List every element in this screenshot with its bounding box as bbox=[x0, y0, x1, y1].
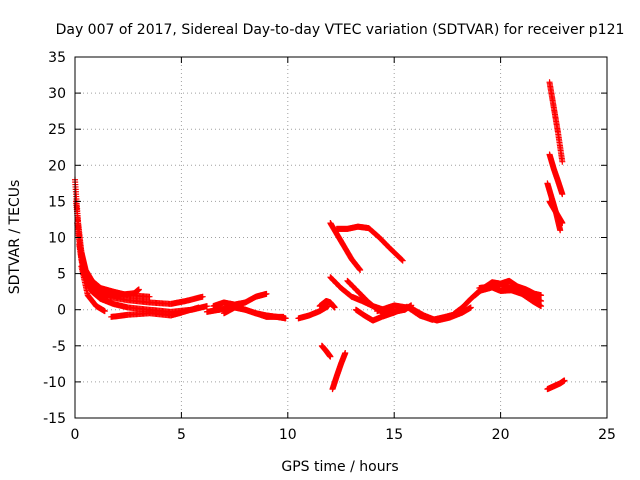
tick-labels: 0 5 10 15 20 25 -15 -10 -5 0 5 10 15 20 25 30 35 bbox=[43, 50, 616, 443]
x-tick-label: 0 bbox=[71, 427, 80, 443]
x-tick-label: 10 bbox=[279, 427, 297, 443]
y-tick-label: 5 bbox=[57, 267, 66, 283]
y-tick-label: 25 bbox=[48, 122, 66, 138]
series-arc-24 bbox=[546, 151, 566, 198]
data-point bbox=[263, 290, 270, 297]
y-tick-label: 30 bbox=[48, 86, 66, 102]
data-point bbox=[538, 303, 545, 310]
data-point bbox=[561, 377, 568, 384]
data-point bbox=[342, 350, 349, 357]
series-arc-9 bbox=[220, 304, 289, 322]
y-tick-label: -5 bbox=[52, 339, 66, 355]
series-arc-5 bbox=[78, 263, 108, 315]
series-arc-18 bbox=[318, 342, 334, 360]
series-arc-17 bbox=[374, 302, 474, 324]
data-point bbox=[467, 304, 474, 311]
y-tick-label: 10 bbox=[48, 231, 66, 247]
data-point bbox=[327, 353, 334, 360]
axis-ticks bbox=[74, 56, 608, 419]
data-point bbox=[357, 266, 364, 273]
data-point bbox=[199, 293, 206, 300]
y-tick-label: -15 bbox=[43, 411, 66, 427]
series-arc-10 bbox=[295, 303, 332, 322]
series-arc-19 bbox=[329, 350, 349, 393]
data-point bbox=[146, 293, 153, 300]
data-point bbox=[399, 257, 406, 264]
data-point bbox=[559, 220, 566, 227]
y-tick-label: 35 bbox=[48, 50, 66, 66]
data-point bbox=[203, 303, 210, 310]
x-tick-label: 20 bbox=[492, 427, 510, 443]
data-marks bbox=[72, 79, 568, 393]
series-arc-22 bbox=[476, 283, 545, 310]
y-tick-label: 15 bbox=[48, 194, 66, 210]
series-arc-11 bbox=[316, 298, 338, 311]
data-point bbox=[282, 315, 289, 322]
y-tick-label: -10 bbox=[43, 375, 66, 391]
y-tick-label: 20 bbox=[48, 158, 66, 174]
x-tick-label: 15 bbox=[385, 427, 403, 443]
y-tick-label: 0 bbox=[57, 303, 66, 319]
x-axis-label: GPS time / hours bbox=[281, 459, 398, 475]
x-tick-label: 25 bbox=[598, 427, 616, 443]
chart-title: Day 007 of 2017, Sidereal Day-to-day VTE… bbox=[56, 22, 625, 38]
series-arc-13 bbox=[333, 223, 406, 264]
series-arc-27 bbox=[544, 377, 568, 393]
data-point bbox=[135, 286, 142, 293]
series-arc-23 bbox=[546, 79, 566, 165]
series-arc-26 bbox=[546, 198, 566, 227]
x-tick-label: 5 bbox=[177, 427, 186, 443]
series-arc-6 bbox=[108, 304, 202, 320]
data-point bbox=[399, 256, 406, 263]
data-point bbox=[559, 191, 566, 198]
y-axis-label: SDTVAR / TECUs bbox=[7, 180, 23, 295]
series-arc-8 bbox=[210, 290, 270, 310]
data-point bbox=[331, 304, 338, 311]
data-point bbox=[101, 308, 108, 315]
data-point bbox=[538, 292, 545, 299]
data-point bbox=[195, 304, 202, 311]
data-point bbox=[557, 227, 564, 234]
data-point bbox=[559, 158, 566, 165]
